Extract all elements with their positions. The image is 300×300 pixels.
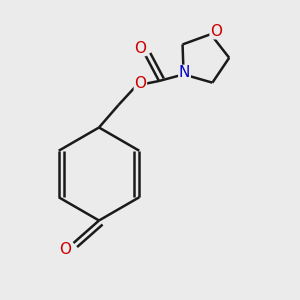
Text: N: N — [179, 65, 190, 80]
Text: O: O — [59, 242, 71, 257]
Text: O: O — [134, 76, 146, 91]
Text: O: O — [134, 40, 146, 56]
Text: O: O — [210, 24, 222, 39]
